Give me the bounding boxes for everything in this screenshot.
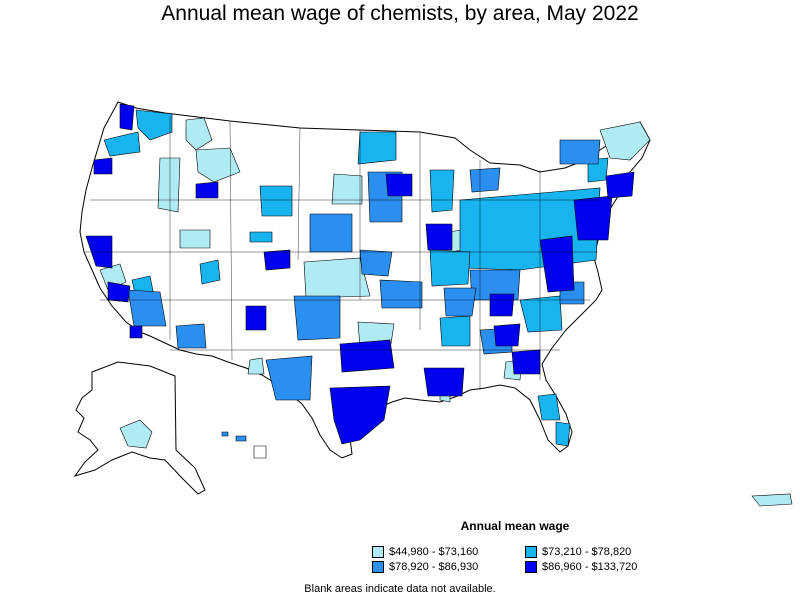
legend-label-band2: $73,210 - $78,820 bbox=[542, 546, 632, 558]
puerto-rico bbox=[751, 493, 793, 507]
legend-swatch-band2 bbox=[525, 546, 537, 558]
band1-regions bbox=[99, 117, 651, 403]
legend-label-band3: $78,920 - $86,930 bbox=[389, 561, 479, 573]
legend-swatch-band3 bbox=[372, 561, 384, 573]
legend-label-band4: $86,960 - $133,720 bbox=[542, 561, 638, 573]
hawaii-1 bbox=[221, 431, 229, 437]
legend-item-band3: $78,920 - $86,930 bbox=[372, 560, 478, 574]
legend-item-band1: $44,980 - $73,160 bbox=[372, 545, 478, 559]
legend-swatch-band4 bbox=[525, 561, 537, 573]
choropleth-map bbox=[73, 101, 793, 507]
footnote: Blank areas indicate data not available. bbox=[304, 583, 496, 595]
alaska-region-1 bbox=[119, 419, 153, 449]
legend-item-band2: $73,210 - $78,820 bbox=[525, 545, 631, 559]
legend-label-band1: $44,980 - $73,160 bbox=[389, 546, 479, 558]
legend: $44,980 - $73,160 $73,210 - $78,820 $78,… bbox=[372, 545, 672, 577]
hawaii-3 bbox=[253, 445, 267, 459]
legend-item-band4: $86,960 - $133,720 bbox=[525, 560, 637, 574]
band4-regions bbox=[85, 103, 635, 445]
region-borders bbox=[84, 116, 600, 390]
legend-swatch-band1 bbox=[372, 546, 384, 558]
legend-title: Annual mean wage bbox=[460, 519, 570, 533]
hawaii-2 bbox=[235, 435, 247, 442]
page-title: Annual mean wage of chemists, by area, M… bbox=[161, 2, 639, 25]
